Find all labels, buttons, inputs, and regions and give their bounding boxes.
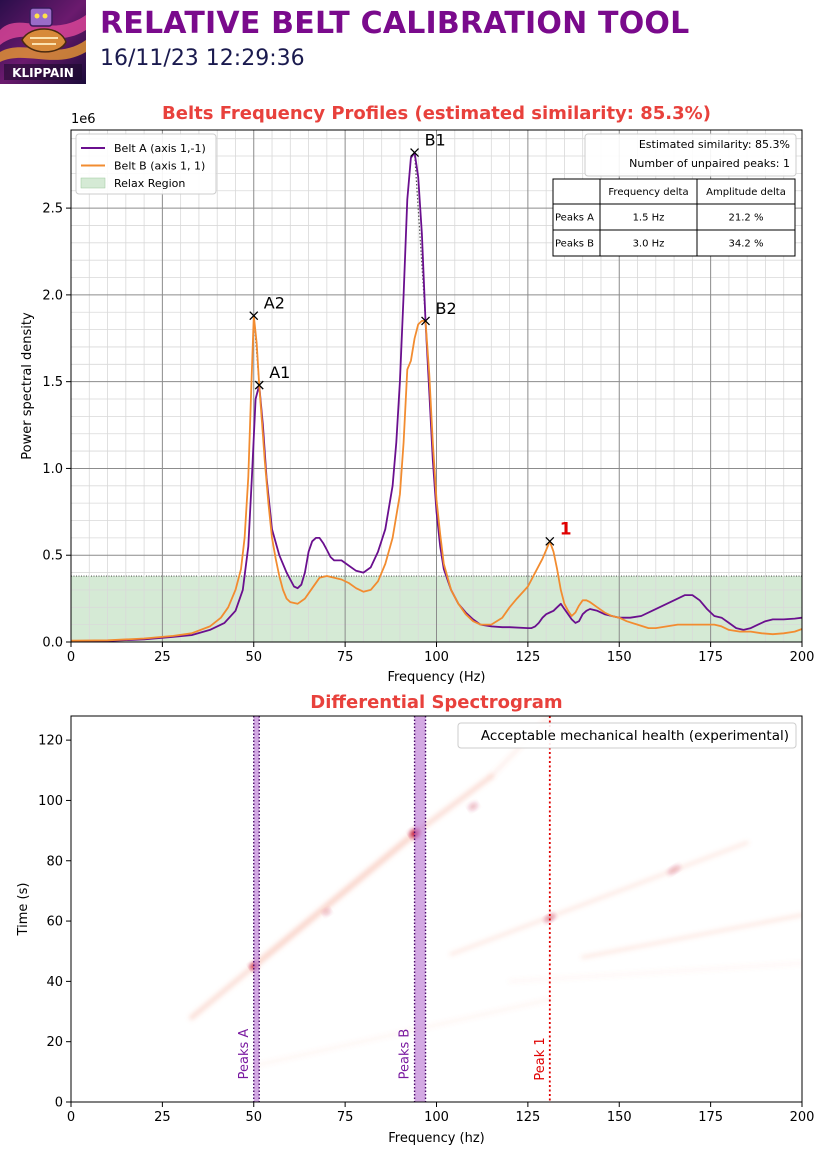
klippain-logo: KLIPPAIN — [0, 0, 86, 84]
x-tick-label: 150 — [607, 1110, 632, 1125]
legend-patch — [80, 177, 106, 189]
x-tick-label: 200 — [790, 650, 815, 665]
peak-marker — [254, 380, 264, 390]
table-cell: 3.0 Hz — [633, 239, 665, 250]
x-tick-label: 175 — [698, 1110, 723, 1125]
table-header-cell: Amplitude delta — [706, 187, 786, 198]
spectrogram-streak — [508, 962, 802, 983]
spectrogram-plot — [71, 716, 802, 1102]
spectrogram-streak — [250, 830, 418, 970]
x-tick-label: 100 — [424, 1110, 449, 1125]
page-title: RELATIVE BELT CALIBRATION TOOL — [100, 6, 690, 41]
spectrogram-hotspot — [667, 865, 681, 875]
x-tick-label: 200 — [790, 1110, 815, 1125]
spectrogram-legend-text: Acceptable mechanical health (experiment… — [481, 728, 789, 744]
series-line-belt-a — [70, 151, 803, 642]
y-tick-label: 0 — [55, 1096, 63, 1111]
y-axis-label: Power spectral density — [20, 312, 35, 460]
peak-band — [414, 716, 426, 1102]
x-tick-label: 150 — [607, 650, 632, 665]
x-tick-label: 125 — [515, 650, 540, 665]
logo-text: KLIPPAIN — [12, 66, 74, 80]
spectrogram-background — [71, 716, 802, 1102]
peak-marker — [421, 316, 430, 326]
x-tick-label: 75 — [337, 1110, 354, 1125]
x-tick-label: 50 — [245, 650, 262, 665]
y-tick-label: 1.5 — [42, 375, 63, 390]
peak-label: B1 — [425, 131, 446, 150]
x-tick-label: 100 — [424, 650, 449, 665]
peak-table: Frequency delta Amplitude delta Peaks A 1.5… — [552, 178, 796, 257]
spectrogram-hotspot — [544, 914, 556, 922]
table-frame — [552, 178, 796, 257]
unpaired-peaks-text: Number of unpaired peaks: 1 — [629, 157, 790, 170]
y-tick-label: 40 — [46, 975, 63, 990]
chart1-title: Belts Frequency Profiles (estimated simi… — [162, 103, 711, 124]
spectrogram-streak — [189, 963, 257, 1021]
spectrogram-hotspot — [323, 909, 331, 916]
y-tick-label: 60 — [46, 915, 63, 930]
x-tick-label: 125 — [515, 1110, 540, 1125]
y-tick-label: 120 — [38, 734, 63, 749]
info-box-frame — [584, 133, 797, 177]
peak-label: 1 — [560, 519, 572, 539]
legend-box — [75, 133, 217, 195]
y-tick-label: 0.0 — [42, 636, 63, 651]
peak-marker — [410, 148, 420, 158]
spectrogram-legend-box — [457, 722, 797, 749]
peak-label: B2 — [436, 299, 457, 318]
table-cell: 34.2 % — [729, 239, 764, 250]
x-tick-label: 0 — [67, 1110, 75, 1125]
y-tick-label: 80 — [46, 854, 63, 869]
x-tick-label: 50 — [245, 1110, 262, 1125]
y-tick-label: 100 — [38, 794, 63, 809]
spectrogram-streak — [449, 841, 749, 956]
peak-label: A1 — [269, 363, 290, 382]
x-tick-label: 25 — [154, 1110, 171, 1125]
x-tick-label: 175 — [698, 650, 723, 665]
x-axis-label: Frequency (hz) — [388, 1131, 485, 1146]
y-tick-label: 2.0 — [42, 288, 63, 303]
legend: Belt A (axis 1,-1) Belt B (axis 1, 1) Rela… — [75, 133, 217, 195]
y-multiplier: 1e6 — [71, 112, 96, 127]
peak-marker — [545, 536, 555, 546]
x-tick-label: 75 — [337, 650, 354, 665]
spectrogram-streak — [412, 773, 494, 837]
y-tick-label: 1.0 — [42, 462, 63, 477]
chart1-plot: A1 A2 B1 B2 1 0 25 50 75 100 125 150 175 200 0.0 0.5 1.0… — [20, 112, 814, 685]
table-cell: 1.5 Hz — [633, 213, 665, 224]
peak-label: A2 — [264, 294, 285, 313]
peak-band-label: Peaks A — [237, 1029, 252, 1080]
peak-band-label: Peaks B — [398, 1029, 413, 1080]
similarity-info-box: Estimated similarity: 85.3% Number of unp… — [584, 133, 797, 177]
similarity-text: Estimated similarity: 85.3% — [639, 138, 790, 151]
spectrogram-hotspot — [468, 802, 478, 811]
legend-label: Belt A (axis 1,-1) — [114, 142, 206, 155]
spectrogram-streak — [252, 998, 552, 1068]
legend-label: Belt B (axis 1, 1) — [114, 160, 205, 173]
peak-band — [253, 716, 260, 1102]
table-header-cell: Frequency delta — [608, 187, 688, 198]
y-tick-label: 0.5 — [42, 549, 63, 564]
chart2-title: Differential Spectrogram — [310, 692, 562, 713]
spectrogram-streak — [581, 913, 802, 959]
table-cell: 21.2 % — [729, 213, 764, 224]
y-tick-label: 2.5 — [42, 202, 63, 217]
timestamp: 16/11/23 12:29:36 — [100, 46, 305, 71]
legend-label: Relax Region — [114, 177, 185, 190]
y-axis-label: Time (s) — [16, 883, 31, 937]
table-cell: Peaks B — [555, 239, 594, 250]
x-axis-label: Frequency (Hz) — [387, 670, 485, 685]
peak-marker — [249, 311, 259, 321]
table-cell: Peaks A — [555, 213, 594, 224]
x-tick-label: 25 — [154, 650, 171, 665]
x-tick-label: 0 — [67, 650, 75, 665]
y-tick-label: 20 — [46, 1035, 63, 1050]
series-line-belt-b — [70, 314, 803, 642]
unpaired-peak-label: Peak 1 — [533, 1037, 548, 1080]
